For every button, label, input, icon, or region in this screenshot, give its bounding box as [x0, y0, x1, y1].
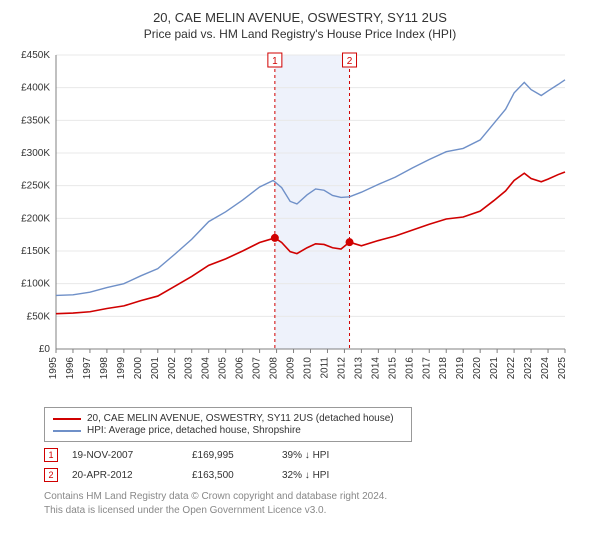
svg-text:£100K: £100K [21, 279, 50, 290]
footer-line-1: Contains HM Land Registry data © Crown c… [44, 490, 582, 504]
svg-text:2006: 2006 [235, 357, 246, 380]
svg-text:£250K: £250K [21, 181, 50, 192]
sale-row: 1 19-NOV-2007£169,99539% ↓ HPI [44, 448, 582, 462]
svg-text:2024: 2024 [540, 357, 551, 380]
page-subtitle: Price paid vs. HM Land Registry's House … [14, 27, 586, 41]
svg-text:1996: 1996 [65, 357, 76, 380]
legend-row: HPI: Average price, detached house, Shro… [53, 425, 403, 436]
price-chart: £0 £50K £100K £150K £200K £250K £300K £350K £400… [10, 49, 575, 399]
sale-marker: 2 [44, 468, 58, 482]
svg-text:2005: 2005 [218, 357, 229, 380]
svg-text:£400K: £400K [21, 83, 50, 94]
svg-text:2011: 2011 [319, 357, 330, 379]
svg-text:£450K: £450K [21, 50, 50, 61]
svg-text:2019: 2019 [455, 357, 466, 380]
svg-text:2002: 2002 [167, 357, 178, 380]
svg-text:1998: 1998 [99, 357, 110, 380]
legend-row: 20, CAE MELIN AVENUE, OSWESTRY, SY11 2US… [53, 413, 403, 424]
svg-text:2: 2 [347, 56, 353, 67]
svg-text:1995: 1995 [48, 357, 59, 380]
legend: 20, CAE MELIN AVENUE, OSWESTRY, SY11 2US… [44, 407, 412, 442]
svg-text:1: 1 [272, 56, 278, 67]
footer-line-2: This data is licensed under the Open Gov… [44, 504, 582, 518]
legend-swatch [53, 430, 81, 432]
svg-text:2020: 2020 [472, 357, 483, 380]
svg-text:2023: 2023 [523, 357, 534, 380]
svg-text:1997: 1997 [82, 357, 93, 380]
svg-text:1999: 1999 [116, 357, 127, 380]
svg-text:2016: 2016 [404, 357, 415, 380]
svg-text:£350K: £350K [21, 115, 50, 126]
sale-date: 20-APR-2012 [72, 470, 192, 481]
svg-text:2021: 2021 [489, 357, 500, 380]
svg-text:2003: 2003 [184, 357, 195, 380]
svg-text:2012: 2012 [336, 357, 347, 380]
footer-text: Contains HM Land Registry data © Crown c… [44, 490, 582, 517]
sale-price: £163,500 [192, 470, 282, 481]
legend-swatch [53, 418, 81, 420]
sale-pct: 39% ↓ HPI [282, 450, 362, 461]
sale-date: 19-NOV-2007 [72, 450, 192, 461]
svg-text:£200K: £200K [21, 213, 50, 224]
svg-text:2007: 2007 [252, 357, 263, 380]
svg-text:2001: 2001 [150, 357, 161, 380]
page-title: 20, CAE MELIN AVENUE, OSWESTRY, SY11 2US [14, 10, 586, 25]
sale-marker: 1 [44, 448, 58, 462]
svg-text:2004: 2004 [201, 357, 212, 380]
svg-text:£150K: £150K [21, 246, 50, 257]
svg-text:2010: 2010 [303, 357, 314, 380]
sale-price: £169,995 [192, 450, 282, 461]
svg-text:2022: 2022 [506, 357, 517, 380]
svg-text:£0: £0 [39, 344, 51, 355]
sale-row: 2 20-APR-2012£163,50032% ↓ HPI [44, 468, 582, 482]
legend-label: HPI: Average price, detached house, Shro… [87, 425, 301, 436]
svg-text:2017: 2017 [421, 357, 432, 380]
svg-text:2018: 2018 [438, 357, 449, 380]
svg-text:2015: 2015 [387, 357, 398, 380]
svg-text:2025: 2025 [557, 357, 568, 380]
sale-pct: 32% ↓ HPI [282, 470, 362, 481]
svg-text:2014: 2014 [370, 357, 381, 380]
svg-text:2008: 2008 [269, 357, 280, 380]
svg-text:2013: 2013 [353, 357, 364, 380]
svg-text:£300K: £300K [21, 148, 50, 159]
svg-text:2009: 2009 [286, 357, 297, 380]
svg-text:2000: 2000 [133, 357, 144, 380]
legend-label: 20, CAE MELIN AVENUE, OSWESTRY, SY11 2US… [87, 413, 394, 424]
svg-text:£50K: £50K [27, 311, 51, 322]
